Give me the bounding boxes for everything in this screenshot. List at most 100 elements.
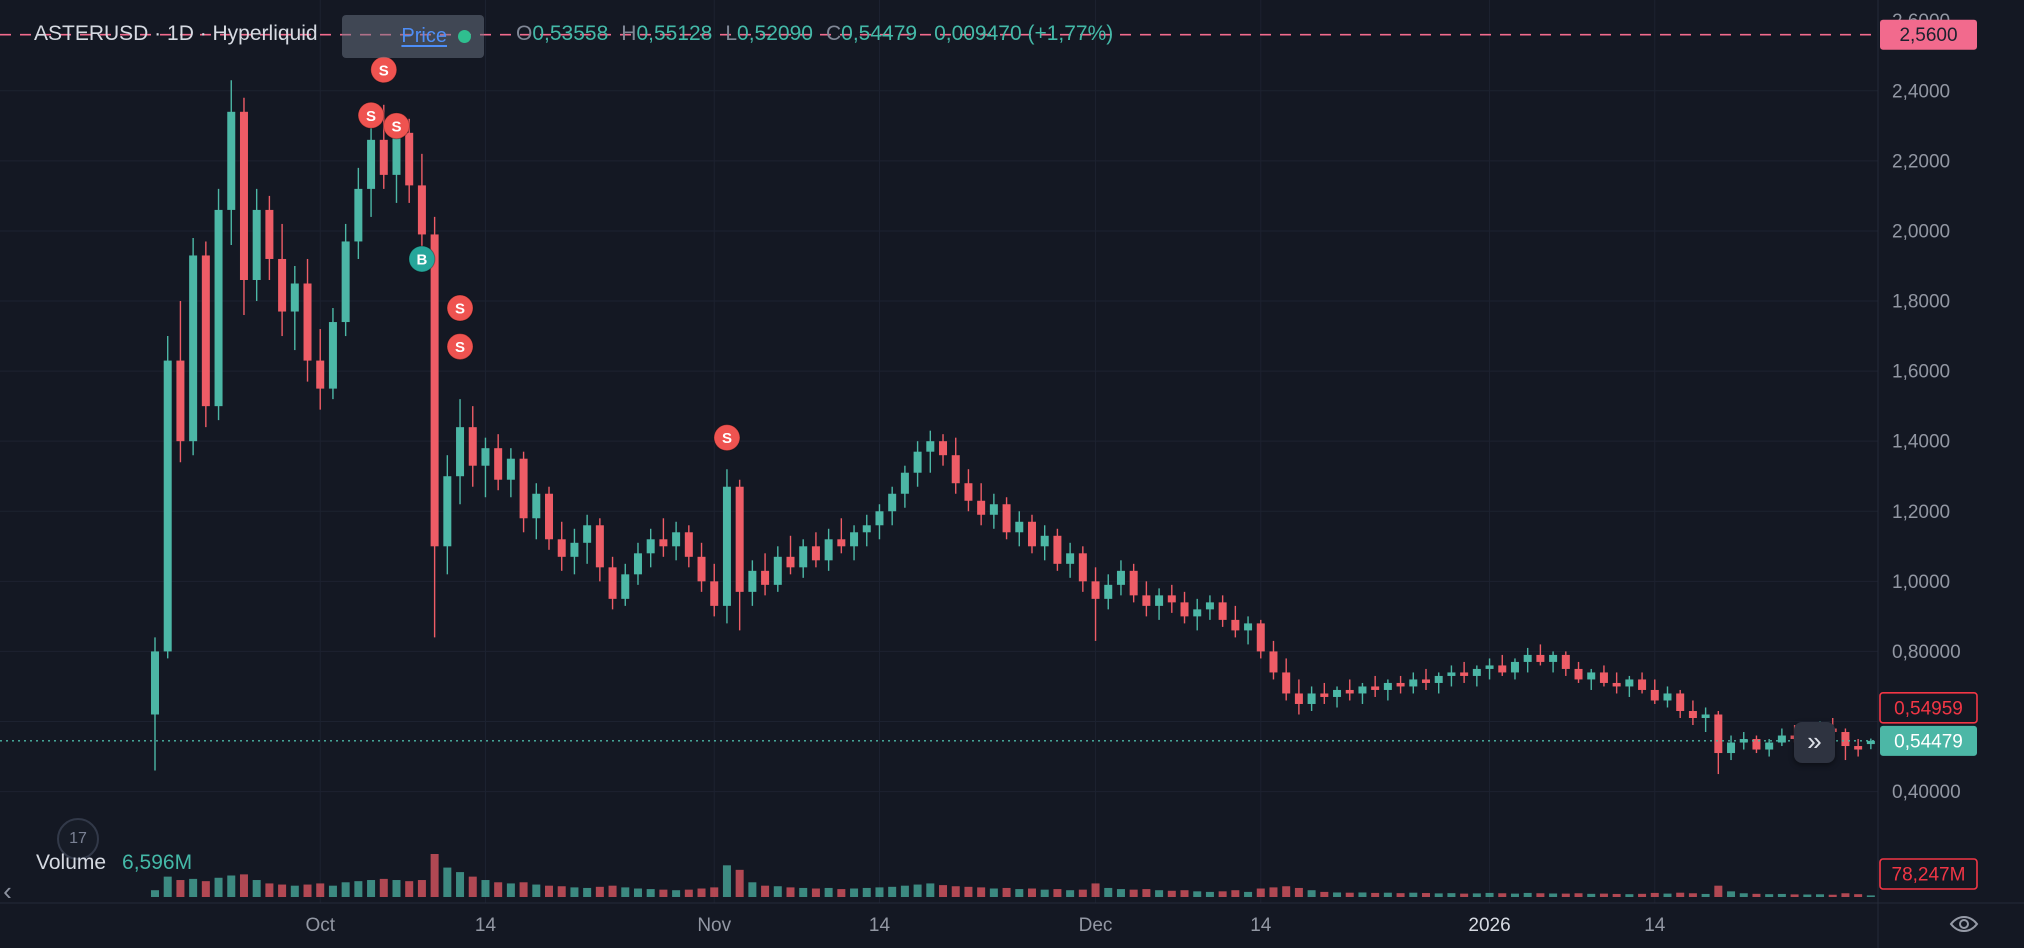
candle-body [354, 188, 363, 242]
candle-body [1612, 682, 1621, 687]
volume-bar [1383, 892, 1392, 897]
price-axis-label: 1,0000 [1892, 572, 1950, 593]
candle-body [608, 567, 617, 599]
eye-icon[interactable] [1948, 912, 1980, 936]
svg-text:2,5600: 2,5600 [1899, 25, 1957, 46]
collapse-left-chevron[interactable]: ‹ [3, 875, 12, 906]
candle-body [748, 570, 757, 592]
time-axis[interactable] [0, 903, 2024, 948]
volume-bar [481, 880, 490, 897]
volume-bar [201, 881, 210, 897]
volume-bar [1561, 893, 1570, 897]
volume-bar [1231, 890, 1240, 897]
volume-legend: Volume 6,596M [36, 851, 192, 875]
candle-body [989, 504, 998, 515]
candle-body [1663, 693, 1672, 701]
candle-body [1841, 732, 1850, 747]
volume-bar [989, 888, 998, 897]
volume-bar [379, 878, 388, 897]
volume-bar [799, 887, 808, 897]
volume-bar [417, 880, 426, 897]
candle-body [1650, 689, 1659, 701]
go-to-realtime-button[interactable]: » [1794, 722, 1835, 763]
volume-bar [1625, 894, 1634, 897]
price-axis[interactable] [1878, 0, 2024, 948]
volume-bar [722, 865, 731, 897]
trade-marker-sell[interactable]: S [357, 101, 385, 129]
trade-marker-buy[interactable]: B [408, 245, 436, 273]
status-dot-icon [458, 30, 471, 43]
candle-body [1193, 609, 1202, 617]
trade-marker-sell[interactable]: S [446, 294, 474, 322]
volume-bar [1549, 893, 1558, 897]
volume-bar [506, 883, 515, 897]
volume-bar [900, 885, 909, 897]
candle-body [481, 448, 490, 466]
candle-body [341, 241, 350, 323]
volume-bar [214, 877, 223, 897]
candle-body [1409, 679, 1418, 687]
volume-bar [1205, 891, 1214, 897]
volume-bar [1320, 891, 1329, 897]
candle-body [379, 139, 388, 175]
volume-bar [633, 888, 642, 897]
volume-bar [328, 885, 337, 897]
price-axis-label: 1,4000 [1892, 432, 1950, 453]
candle-body [1269, 651, 1278, 673]
trade-marker-sell[interactable]: S [370, 56, 398, 84]
alert-price-label[interactable]: 2,5600 [1880, 19, 1977, 50]
volume-bar [278, 884, 287, 897]
volume-bar [1676, 892, 1685, 897]
volume-bar [163, 876, 172, 897]
volume-bar [1371, 892, 1380, 897]
ohlc-close-label: C [825, 22, 842, 45]
volume-bar [1180, 890, 1189, 897]
volume-bar [265, 883, 274, 897]
candle-body [1638, 679, 1647, 690]
candle-body [1765, 742, 1774, 750]
candle-body [773, 556, 782, 585]
time-axis-label: 2026 [1468, 915, 1510, 936]
volume-indicator-title[interactable]: Volume [36, 851, 107, 874]
candle-body [1066, 553, 1075, 564]
symbol-title[interactable]: ASTERUSD · 1D · Hyperliquid [34, 22, 318, 45]
volume-bar [837, 889, 846, 897]
svg-text:0,54959: 0,54959 [1894, 698, 1963, 719]
candle-body [964, 483, 973, 501]
ohlc-values: O0,53558 H0,55128 L0,52090 C0,54479 0,00… [516, 22, 1113, 46]
volume-bar [316, 883, 325, 897]
price-tooltip-label[interactable]: Price [401, 25, 447, 47]
volume-bar [1574, 893, 1583, 897]
volume-bar [913, 884, 922, 897]
candle-body [1358, 686, 1367, 694]
candle-body [176, 360, 185, 442]
volume-bar [1193, 891, 1202, 897]
volume-bar [964, 886, 973, 897]
volume-bar [341, 882, 350, 897]
ohlc-open-label: O [516, 22, 533, 45]
volume-bar [672, 890, 681, 897]
trade-marker-sell[interactable]: S [446, 333, 474, 361]
volume-bar [1447, 893, 1456, 897]
volume-bar [1422, 893, 1430, 897]
svg-text:0,54479: 0,54479 [1894, 731, 1963, 752]
volume-bar [1460, 893, 1469, 897]
volume-bar [1307, 890, 1316, 897]
candle-body [1434, 675, 1443, 683]
volume-bar [888, 886, 897, 897]
ohlc-low-label: L [725, 22, 738, 45]
trade-marker-sell[interactable]: S [382, 112, 410, 140]
volume-bar [1091, 883, 1100, 897]
price-axis-label: 1,2000 [1892, 502, 1950, 523]
candle-body [1256, 623, 1265, 652]
volume-bar [926, 883, 935, 897]
price-tooltip[interactable]: Price [342, 15, 484, 58]
volume-bar [1155, 890, 1164, 897]
candle-body [1345, 689, 1354, 694]
volume-bar [1116, 889, 1125, 897]
candle-body [1053, 535, 1062, 564]
trade-marker-sell[interactable]: S [713, 424, 741, 452]
candle-body [163, 360, 172, 652]
volume-bar [773, 886, 782, 897]
